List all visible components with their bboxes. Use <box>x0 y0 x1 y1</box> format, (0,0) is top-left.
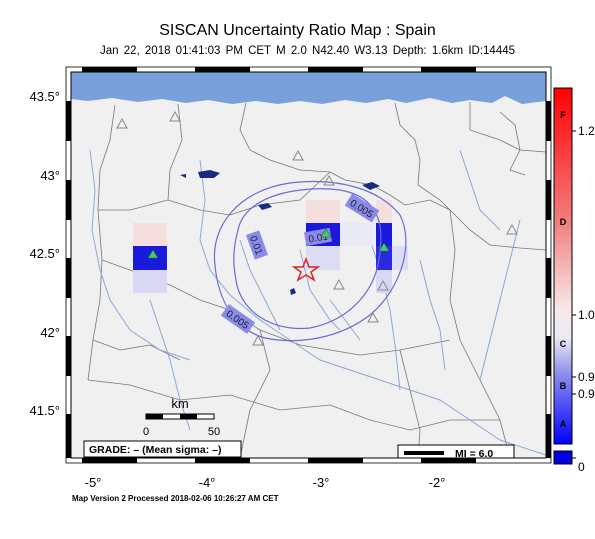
contours <box>213 180 407 342</box>
station-icon <box>323 174 335 186</box>
mi-legend: MI = 6.0 <box>397 444 515 460</box>
station-icon <box>252 334 264 346</box>
colorbar-value: 0.9 <box>578 387 595 401</box>
station-active-icon <box>378 242 390 252</box>
grade-box: GRADE: – (Mean sigma: –) <box>83 440 242 458</box>
station-icon <box>116 117 128 129</box>
event-subtitle: Jan 22, 2018 01:41:03 PM CET M 2.0 N42.4… <box>99 45 516 57</box>
map-frame <box>65 66 552 464</box>
station-icon <box>377 279 389 291</box>
rivers <box>89 149 546 456</box>
grade-a: A <box>560 419 567 429</box>
scale-bar-end: 50 <box>208 426 220 438</box>
lon-tick: -3° <box>313 475 330 490</box>
station-active-icon <box>320 228 332 238</box>
scale-bar-title: km <box>171 396 188 411</box>
station-icon <box>292 149 304 161</box>
grade-b: B <box>560 381 567 391</box>
lon-tick: -4° <box>199 475 216 490</box>
stations-inactive <box>116 110 518 346</box>
colorbar-value: 0.9 <box>578 370 595 384</box>
grade-d: D <box>560 217 567 227</box>
sea-area <box>71 72 546 104</box>
mi-text: MI = 6.0 <box>455 448 493 460</box>
epicenter-star-icon <box>291 256 321 282</box>
grade-f: F <box>560 110 566 120</box>
boundaries <box>87 102 546 458</box>
station-icon <box>506 223 518 235</box>
lon-tick: -5° <box>85 475 102 490</box>
map-title: SISCAN Uncertainty Ratio Map : Spain <box>159 22 436 39</box>
map-area: 0.005 0.01 0.01 0.005 <box>71 72 546 460</box>
lon-tick: -2° <box>429 475 446 490</box>
grade-c: C <box>560 339 567 349</box>
station-active-icon <box>147 249 159 259</box>
colorbar-value: 1.0 <box>578 308 595 322</box>
lat-tick: 43° <box>40 168 60 183</box>
color-bar: F D C B A 1.2 1.0 0.9 0.9 0 <box>553 87 595 474</box>
lat-tick: 43.5° <box>29 89 60 104</box>
stations-active <box>147 228 390 259</box>
scale-bar: km 0 50 <box>143 396 220 438</box>
colorbar-value: 1.2 <box>578 124 595 138</box>
lat-tick: 42° <box>40 325 60 340</box>
lat-tick: 42.5° <box>29 246 60 261</box>
processing-footer: Map Version 2 Processed 2018-02-06 10:26… <box>72 494 279 503</box>
lon-axis: -5° -4° -3° -2° <box>85 475 446 490</box>
reservoirs <box>180 170 380 295</box>
station-icon <box>333 278 345 290</box>
colorbar-value: 0 <box>578 460 585 474</box>
lat-tick: 41.5° <box>29 403 60 418</box>
grade-text: GRADE: – (Mean sigma: –) <box>89 444 221 456</box>
scale-bar-start: 0 <box>143 426 149 438</box>
station-icon <box>367 311 379 323</box>
lat-axis: 43.5° 43° 42.5° 42° 41.5° <box>29 89 60 418</box>
station-icon <box>169 110 181 122</box>
